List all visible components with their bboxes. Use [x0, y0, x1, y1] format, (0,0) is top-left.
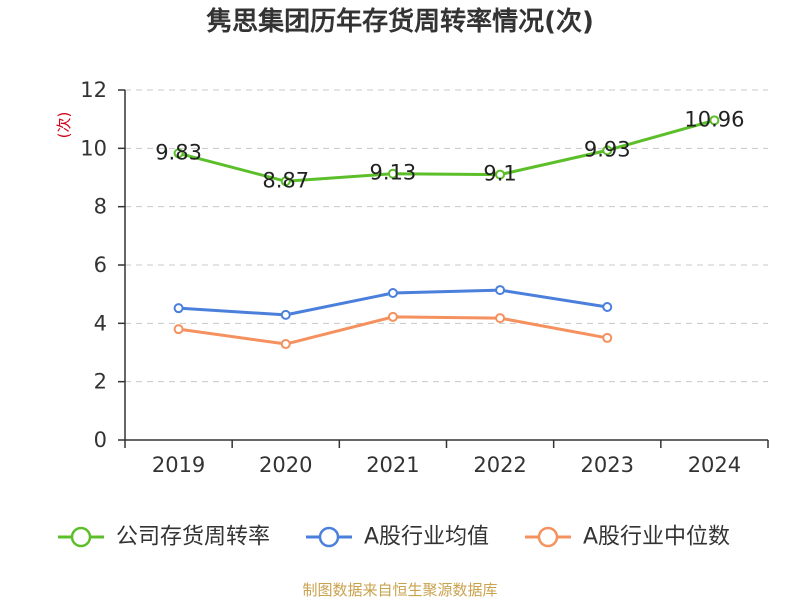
legend: 公司存货周转率 A股行业均值 A股行业中位数	[58, 525, 730, 550]
data-label: 9.1	[483, 162, 516, 186]
legend-item-1[interactable]: A股行业均值	[306, 525, 489, 550]
y-tick-label: 4	[94, 311, 107, 335]
x-tick-label: 2021	[366, 453, 419, 477]
data-point	[495, 169, 506, 180]
data-label: 9.13	[370, 161, 417, 185]
legend-marker	[318, 526, 340, 548]
data-point	[280, 309, 291, 320]
y-tick-label: 12	[80, 78, 107, 102]
y-tick-label: 0	[94, 428, 107, 452]
legend-marker	[537, 526, 559, 548]
data-point	[173, 324, 184, 335]
chart-title: 隽思集团历年存货周转率情况(次)	[206, 7, 594, 37]
grid-lines	[125, 89, 768, 383]
series-layer	[173, 115, 720, 350]
data-point	[602, 302, 613, 312]
data-label: 9.93	[584, 137, 631, 161]
legend-label: 公司存货周转率	[116, 525, 270, 550]
data-point	[387, 311, 398, 322]
data-point	[387, 288, 398, 298]
legend-marker	[70, 526, 92, 548]
legend-label: A股行业中位数	[583, 525, 730, 550]
x-axis: 2019 2020 2021 2022 2023 2024	[124, 439, 769, 477]
data-label: 10.96	[684, 107, 744, 131]
x-tick-label: 2020	[259, 453, 312, 477]
data-point	[173, 303, 184, 314]
x-tick-label: 2019	[152, 453, 205, 477]
legend-label: A股行业均值	[364, 525, 489, 550]
y-tick-label: 10	[80, 136, 107, 160]
data-point	[495, 313, 506, 324]
source-note: 制图数据来自恒生聚源数据库	[302, 581, 498, 599]
data-label: 8.87	[262, 168, 309, 192]
data-point	[495, 285, 506, 296]
data-point	[173, 148, 184, 159]
y-tick-label: 6	[94, 253, 107, 277]
data-point	[602, 332, 613, 343]
x-tick-label: 2024	[688, 453, 741, 477]
data-point	[387, 168, 398, 179]
y-axis-label: (次)	[55, 112, 73, 139]
y-axis: 0 2 4 6 8 10 12	[80, 78, 126, 452]
data-point	[280, 339, 291, 350]
x-tick-label: 2023	[581, 453, 634, 477]
data-label: 9.83	[155, 140, 202, 164]
data-point	[602, 145, 613, 156]
legend-item-2[interactable]: A股行业中位数	[525, 525, 730, 550]
y-tick-label: 8	[94, 195, 107, 219]
data-point	[709, 115, 720, 126]
legend-item-0[interactable]: 公司存货周转率	[58, 525, 270, 550]
y-tick-label: 2	[94, 370, 107, 394]
data-point	[280, 176, 291, 187]
data-label-layer: 9.83 8.87 9.13 9.1 9.93 10.96	[155, 107, 744, 192]
x-tick-label: 2022	[473, 453, 526, 477]
series-line-0	[178, 118, 715, 183]
